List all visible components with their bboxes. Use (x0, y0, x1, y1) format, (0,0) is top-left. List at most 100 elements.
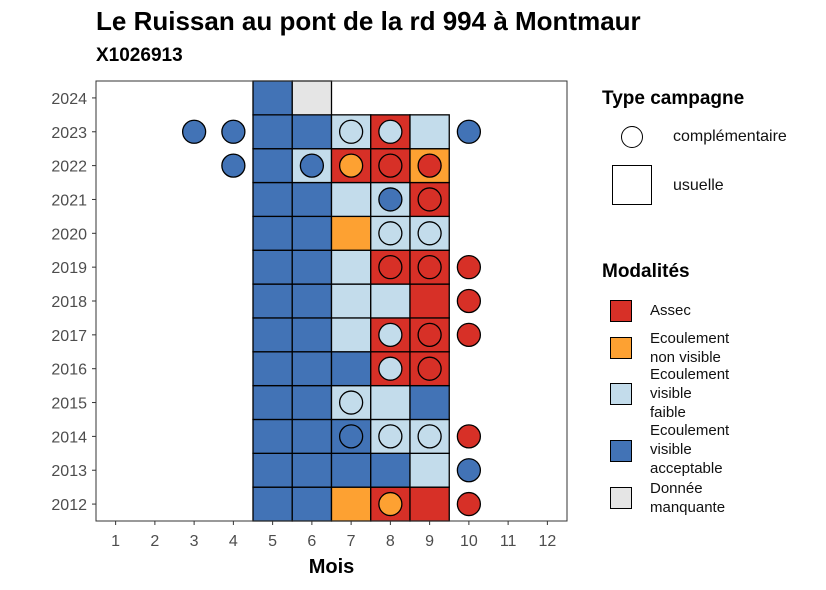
tile-2017-5 (252, 317, 293, 353)
point-2023-7 (338, 119, 364, 144)
point-2022-6 (299, 153, 325, 178)
tile-2013-8 (370, 452, 411, 488)
y-tick-label: 2015 (51, 396, 87, 413)
legend-label-manquante: Donnée manquante (650, 480, 726, 516)
y-tick-label: 2019 (51, 260, 87, 277)
point-2020-8 (378, 221, 403, 246)
tile-2018-9 (409, 283, 450, 319)
point-2022-9 (417, 153, 442, 178)
x-tick-label: 9 (425, 533, 434, 550)
x-tick-label: 10 (460, 533, 478, 550)
tile-2021-5 (252, 181, 293, 218)
point-2017-9 (417, 322, 442, 347)
y-tick-label: 2014 (51, 429, 87, 446)
tile-2024-5 (252, 80, 293, 116)
point-2012-10 (456, 491, 482, 517)
tile-2013-6 (291, 452, 333, 488)
tile-2021-6 (291, 181, 333, 218)
tile-2017-7 (330, 317, 372, 353)
legend-fill-title: Modalités (602, 261, 690, 282)
point-2023-10 (456, 119, 482, 144)
tile-2016-5 (252, 351, 293, 387)
legend-key-manquante (610, 487, 632, 509)
point-2022-7 (338, 153, 364, 178)
y-tick-label: 2021 (51, 192, 87, 209)
x-tick-label: 2 (150, 533, 159, 550)
legend-key-faible (610, 383, 632, 405)
tile-2015-6 (291, 384, 333, 421)
tile-2016-6 (291, 351, 333, 387)
x-tick-label: 11 (500, 533, 517, 550)
point-2023-8 (378, 119, 403, 144)
point-2017-8 (378, 322, 403, 347)
tile-2019-7 (330, 249, 372, 285)
tile-2018-7 (330, 283, 372, 319)
x-tick-label: 1 (111, 533, 120, 550)
point-2019-8 (378, 255, 403, 280)
tile-2012-7 (330, 486, 372, 522)
legend-key-assec (610, 300, 632, 322)
legend-shape-label-complementaire: complémentaire (673, 128, 787, 145)
tile-2016-7 (330, 351, 372, 387)
point-2019-10 (456, 255, 482, 280)
y-tick-label: 2016 (51, 362, 87, 379)
legend-label-non-visible: Ecoulement non visible (650, 330, 730, 366)
point-2012-8 (378, 491, 403, 517)
tile-2019-5 (252, 249, 293, 285)
chart-subtitle: X1026913 (96, 45, 183, 66)
point-2023-3 (181, 119, 207, 144)
chart-title: Le Ruissan au pont de la rd 994 à Montma… (96, 6, 641, 36)
legend-shape-label-usuelle: usuelle (673, 177, 724, 194)
y-tick-label: 2013 (51, 463, 87, 480)
y-tick-label: 2022 (51, 159, 87, 176)
point-2022-8 (378, 153, 403, 178)
tile-2014-5 (252, 418, 293, 454)
tile-2013-5 (252, 452, 293, 488)
point-2015-7 (338, 390, 364, 415)
point-2018-10 (456, 288, 482, 314)
legend-label-acceptable: Ecoulement visible acceptable (650, 422, 730, 477)
point-2014-8 (378, 424, 403, 449)
point-2021-8 (378, 187, 403, 212)
point-2016-8 (378, 356, 403, 381)
legend-label-faible: Ecoulement visible faible (650, 366, 730, 421)
legend-key-acceptable (610, 440, 632, 462)
tile-2024-6 (291, 80, 333, 116)
point-2014-7 (338, 424, 364, 449)
tile-2015-8 (370, 384, 411, 421)
point-2014-9 (417, 424, 442, 449)
tile-2020-7 (330, 215, 372, 251)
legend-key-square (612, 165, 652, 205)
legend-shape-title: Type campagne (602, 88, 745, 109)
point-2019-9 (417, 255, 442, 280)
tile-2017-6 (291, 317, 333, 353)
x-tick-label: 12 (538, 533, 556, 550)
tile-2018-6 (291, 283, 333, 319)
legend-label-assec: Assec (650, 302, 691, 319)
x-tick-label: 8 (386, 533, 395, 550)
tile-2018-8 (370, 283, 411, 319)
x-tick-label: 7 (347, 533, 356, 550)
y-tick-label: 2017 (51, 328, 87, 345)
tile-2021-7 (330, 181, 372, 218)
point-2016-9 (417, 356, 442, 381)
tile-2020-6 (291, 215, 333, 251)
legend-key-circle (621, 126, 643, 148)
legend-key-non-visible (610, 337, 632, 359)
point-2022-4 (221, 153, 246, 178)
tile-2012-9 (409, 486, 450, 522)
y-tick-label: 2024 (51, 91, 87, 108)
tile-2015-5 (252, 384, 293, 421)
point-2020-9 (417, 221, 442, 246)
tile-2023-6 (291, 114, 333, 150)
tile-2023-5 (252, 114, 293, 150)
point-2023-4 (221, 119, 246, 144)
tile-2013-9 (409, 452, 450, 488)
tile-2018-5 (252, 283, 293, 319)
tile-2019-6 (291, 249, 333, 285)
y-tick-label: 2018 (51, 294, 87, 311)
y-tick-label: 2012 (51, 497, 87, 514)
point-2017-10 (456, 322, 482, 347)
point-2021-9 (417, 187, 442, 212)
